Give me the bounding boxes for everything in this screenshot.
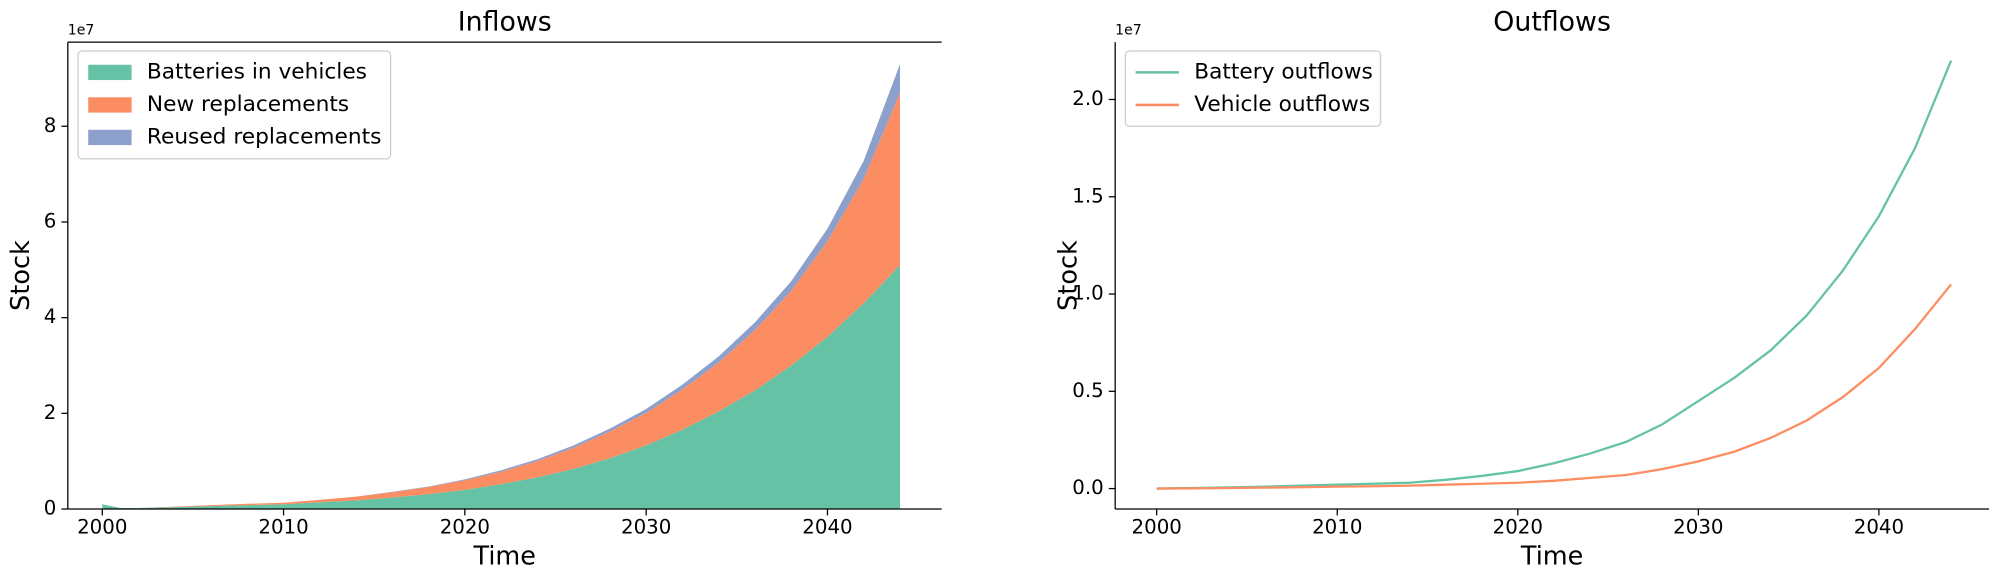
legend-label: Vehicle outflows (1194, 92, 1370, 117)
x-tick-label: 2020 (440, 516, 490, 539)
area (102, 265, 900, 510)
x-tick-label: 2000 (77, 516, 127, 539)
y-tick-label: 0.0 (1072, 476, 1103, 499)
x-tick-label: 2000 (1132, 516, 1182, 539)
y-axis-label: Stock (6, 240, 36, 311)
area (102, 92, 900, 509)
legend: Battery outflows Vehicle outflows (1124, 50, 1382, 127)
legend-swatch (88, 129, 132, 146)
legend-label: Batteries in vehicles (147, 59, 367, 84)
y-tick-label: 0.5 (1072, 379, 1103, 402)
x-tick-label: 2040 (1854, 516, 1904, 539)
y-tick-label: 2.0 (1072, 87, 1103, 110)
y-axis-label: Stock (1053, 240, 1083, 311)
y-tick-label: 1.5 (1072, 184, 1103, 207)
offset-label: 1e7 (1115, 23, 1141, 39)
x-tick-label: 2040 (802, 516, 852, 539)
legend-swatch (88, 64, 132, 81)
chart-title: Outflows (1493, 6, 1611, 37)
x-tick-label: 2020 (1493, 516, 1543, 539)
legend-label: Battery outflows (1194, 59, 1373, 84)
x-tick-label: 2010 (258, 516, 308, 539)
line (1156, 60, 1953, 490)
x-tick-label: 2010 (1312, 516, 1362, 539)
legend: Batteries in vehicles New replacements Reu… (77, 50, 392, 160)
line (1156, 283, 1953, 490)
y-tick-label: 2 (44, 401, 57, 424)
y-tick-label: 8 (44, 114, 57, 137)
x-tick-label: 2030 (621, 516, 671, 539)
chart-title: Inflows (458, 6, 552, 37)
legend-label: Reused replacements (147, 124, 381, 149)
chart-panel: 2000 2010 2020 2030 2040 0 2 4 6 8 1e7 Inflows Time S… (6, 6, 942, 571)
x-axis-label: Time (473, 541, 536, 571)
y-tick-label: 6 (44, 209, 57, 232)
legend-box (1124, 50, 1382, 127)
y-tick-label: 1.0 (1072, 282, 1103, 305)
x-tick-label: 2030 (1673, 516, 1723, 539)
y-tick-label: 4 (44, 305, 57, 328)
legend-box (77, 50, 392, 160)
y-tick-label: 0 (44, 497, 57, 520)
offset-label: 1e7 (68, 23, 94, 39)
chart-panel: 2000 2010 2020 2030 2040 0.0 0.5 1.0 1.5 2.0 1e7 Ou… (1053, 6, 1990, 571)
legend-label: New replacements (147, 92, 349, 117)
x-axis-label: Time (1520, 541, 1583, 571)
legend-swatch (88, 97, 132, 113)
